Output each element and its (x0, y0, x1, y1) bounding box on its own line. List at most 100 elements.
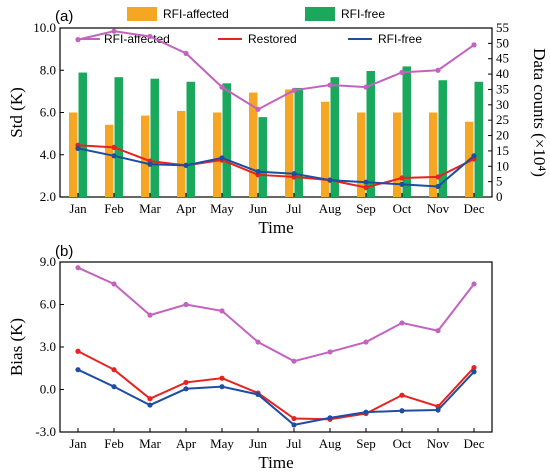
b-point-rfi-free-nov (435, 407, 441, 413)
bar-rfi-affected-jan (69, 112, 78, 197)
b-point-rfi-free-sep (363, 409, 369, 415)
bar-rfi-affected-jun (249, 92, 258, 197)
b-point-rfi-affected-jul (291, 358, 297, 364)
a-point-rfi-affected-sep (363, 84, 369, 90)
panel-b: (b) Bias (K) Time -3.0 0.0 3.0 6.0 9.0 Jan Feb… (7, 243, 493, 472)
x-tick-label: Dec (464, 436, 485, 451)
bar-rfi-affected-feb (105, 124, 114, 197)
panel-a-y-axis-title: Std (K) (7, 87, 26, 138)
b-point-rfi-affected-aug (327, 349, 333, 355)
x-tick-label: May (210, 436, 234, 451)
y-tick-label: -3.0 (35, 424, 56, 439)
b-point-restored-mar (147, 396, 153, 402)
bar-rfi-free-may (222, 83, 231, 197)
y2-tick-label: 25 (496, 112, 509, 127)
y-tick-label: 9.0 (40, 254, 56, 269)
a-point-rfi-free-mar (147, 161, 153, 167)
bar-rfi-affected-mar (141, 115, 150, 197)
a-point-rfi-affected-may (219, 84, 225, 90)
x-tick-label: Oct (393, 201, 412, 216)
x-tick-label: Aug (319, 201, 342, 216)
bar-rfi-affected-jul (285, 89, 294, 197)
legend-label-rfi-free-line: RFI-free (378, 32, 422, 46)
a-point-rfi-affected-aug (327, 82, 333, 88)
a-point-restored-sep (363, 184, 369, 191)
a-line-rfi-free (77, 147, 475, 188)
x-tick-label: Jun (249, 436, 268, 451)
b-point-rfi-affected-sep (363, 339, 369, 345)
bar-rfi-free-oct (402, 66, 411, 197)
a-point-rfi-free-aug (327, 177, 333, 183)
panel-a-y2-axis-title: Data counts (×10⁴) (530, 48, 549, 177)
x-tick-label: Mar (139, 436, 161, 451)
b-point-rfi-free-may (219, 384, 225, 390)
bar-rfi-affected-apr (177, 110, 186, 197)
bar-rfi-affected-nov (429, 112, 438, 197)
a-point-rfi-free-nov (435, 183, 441, 190)
bar-rfi-free-feb (114, 77, 123, 197)
a-point-rfi-free-jan (75, 145, 81, 152)
b-line-rfi-affected (77, 266, 475, 363)
bar-rfi-affected-sep (357, 112, 366, 197)
bar-rfi-free-apr (186, 81, 195, 197)
x-tick-label: Oct (393, 436, 412, 451)
a-point-rfi-affected-jan (75, 37, 81, 43)
y2-tick-label: 30 (496, 97, 509, 112)
y-tick-label: 0.0 (40, 382, 56, 397)
b-point-restored-jul (291, 415, 297, 422)
legend-swatch-rfi-affected-bar (127, 7, 157, 21)
x-tick-label: Aug (319, 436, 342, 451)
y2-tick-label: 0 (496, 189, 503, 204)
panel-a: (a) Std (K) Data counts (×10⁴) Time RFI-… (7, 7, 549, 237)
b-point-rfi-affected-jan (75, 265, 81, 271)
y2-tick-label: 5 (496, 174, 503, 189)
y2-tick-label: 50 (496, 35, 509, 50)
a-point-restored-nov (435, 174, 441, 180)
bar-rfi-free-aug (330, 77, 339, 197)
x-tick-label: Sep (356, 201, 376, 216)
x-tick-label: Nov (427, 201, 450, 216)
a-point-rfi-free-may (219, 155, 225, 161)
y2-tick-label: 55 (496, 20, 509, 35)
y2-tick-label: 15 (496, 143, 509, 158)
x-tick-label: Apr (176, 436, 197, 451)
bar-rfi-affected-aug (321, 101, 330, 197)
b-point-rfi-free-dec (471, 369, 477, 375)
a-point-rfi-affected-oct (399, 69, 405, 75)
a-point-restored-oct (399, 175, 405, 181)
y-tick-label: 8.0 (40, 62, 56, 77)
b-point-rfi-affected-nov (435, 328, 441, 334)
a-point-rfi-affected-dec (471, 42, 477, 48)
panel-b-y-axis-title: Bias (K) (7, 318, 26, 376)
b-point-rfi-affected-dec (471, 281, 477, 287)
a-point-rfi-affected-jun (255, 106, 261, 112)
bar-rfi-free-dec (474, 81, 483, 197)
bar-rfi-free-nov (438, 80, 447, 197)
x-tick-label: Dec (464, 201, 485, 216)
a-point-rfi-affected-nov (435, 67, 441, 73)
x-tick-label: Apr (176, 201, 197, 216)
x-tick-label: Jan (69, 201, 87, 216)
bar-rfi-free-jul (294, 87, 303, 197)
bar-rfi-free-sep (366, 71, 375, 197)
b-point-rfi-free-apr (183, 386, 189, 392)
panel-b-label: (b) (55, 243, 73, 260)
b-point-rfi-free-oct (399, 408, 405, 414)
b-point-restored-feb (111, 367, 117, 373)
a-point-rfi-free-dec (471, 153, 477, 159)
y2-tick-label: 40 (496, 66, 509, 81)
x-tick-label: May (210, 201, 234, 216)
y2-tick-label: 20 (496, 128, 509, 143)
b-point-rfi-free-feb (111, 384, 117, 390)
bar-rfi-free-mar (150, 78, 159, 197)
y-tick-label: 6.0 (40, 297, 56, 312)
b-point-restored-apr (183, 379, 189, 386)
x-tick-label: Feb (104, 201, 124, 216)
b-point-restored-jan (75, 348, 81, 354)
a-point-rfi-affected-mar (147, 33, 153, 40)
b-point-rfi-affected-may (219, 308, 225, 314)
x-tick-label: Jul (286, 436, 302, 451)
a-point-rfi-free-apr (183, 162, 189, 168)
b-point-rfi-free-jan (75, 367, 81, 373)
